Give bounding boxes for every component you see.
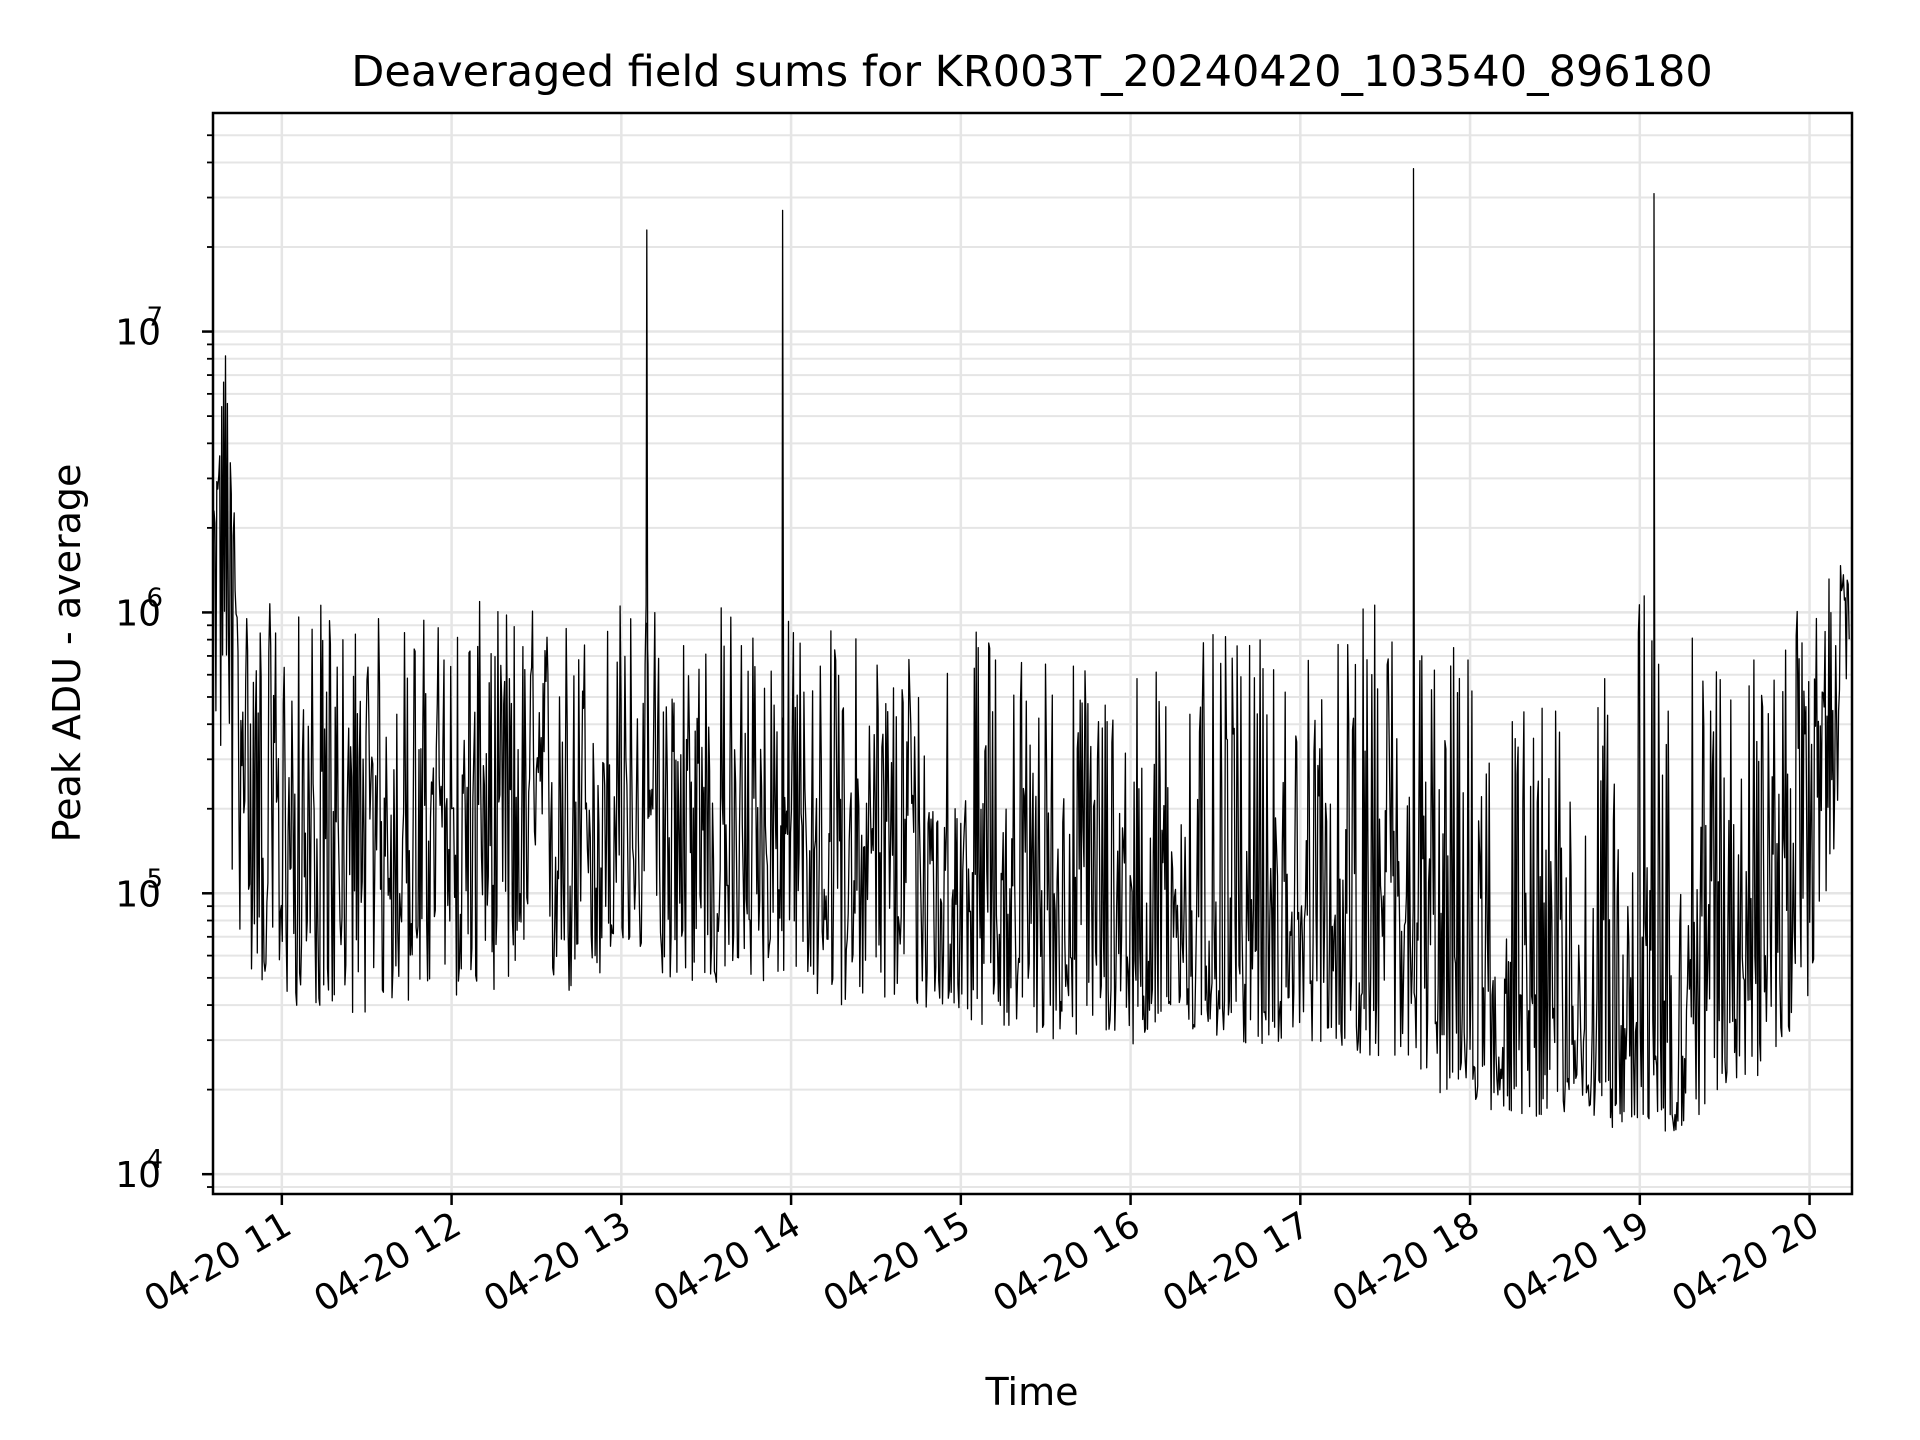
y-tick-base: 10 — [115, 593, 161, 634]
series-line — [212, 168, 1850, 1132]
y-tick-exponent: 7 — [146, 303, 163, 333]
chart-title: Deaveraged field sums for KR003T_2024042… — [351, 47, 1713, 97]
y-tick-exponent: 5 — [146, 864, 163, 894]
x-axis-label: Time — [985, 1370, 1079, 1414]
y-tick-base: 10 — [115, 313, 161, 354]
y-tick-label: 10 — [115, 1155, 161, 1196]
y-tick-label: 10 — [115, 593, 161, 634]
y-tick-base: 10 — [115, 1155, 161, 1196]
y-tick-base: 10 — [115, 874, 161, 915]
y-tick-label: 10 — [115, 874, 161, 915]
plot-series — [212, 168, 1850, 1132]
y-tick-label: 10 — [115, 313, 161, 354]
plot-frame — [211, 111, 1854, 1196]
y-tick-exponent: 4 — [146, 1145, 163, 1175]
y-tick-exponent: 6 — [146, 583, 163, 613]
y-axis-label: Peak ADU - average — [45, 464, 89, 843]
